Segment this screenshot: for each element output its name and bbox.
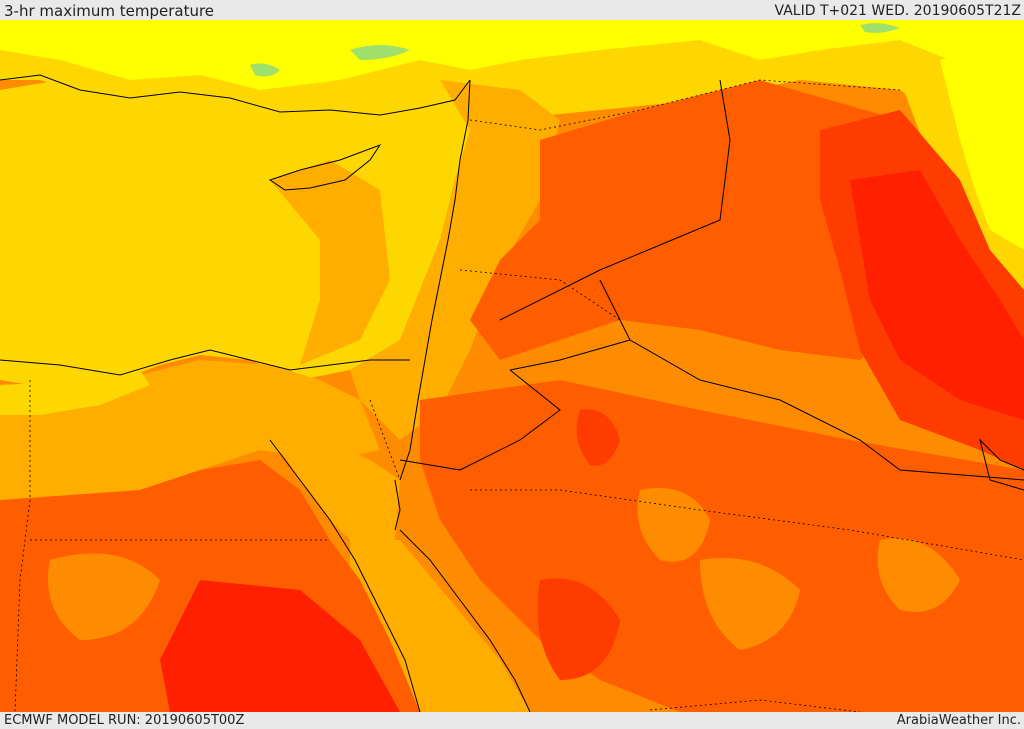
border-egypt-libya	[14, 380, 31, 712]
map-header: 3-hr maximum temperature VALID T+021 WED…	[0, 2, 1024, 20]
green-patch-2	[350, 45, 410, 60]
credit-label: ArabiaWeather Inc.	[896, 713, 1021, 728]
border-jordan-east	[459, 369, 561, 471]
arabia-red-patch	[537, 578, 620, 680]
turkey-coast	[0, 74, 471, 116]
solid-borders	[399, 79, 1024, 481]
cyprus-coast	[268, 143, 382, 191]
sea-amber-east	[270, 160, 390, 365]
border-israel-jordan	[399, 459, 461, 471]
egypt-coastline	[0, 349, 410, 376]
model-run-label: ECMWF MODEL RUN: 20190605T00Z	[4, 713, 245, 728]
mesopotamia-red-core	[850, 170, 1024, 420]
border-saudi-south	[470, 489, 1024, 561]
gulf-of-aqaba	[394, 479, 401, 531]
border-jordan-saudi	[509, 339, 631, 371]
levant-coast-zone	[350, 80, 560, 440]
map-footer: ECMWF MODEL RUN: 20190605T00Z ArabiaWeat…	[0, 712, 1024, 729]
country-borders	[14, 79, 1024, 712]
map-title: 3-hr maximum temperature	[4, 2, 215, 20]
persian-gulf-coast	[979, 438, 1024, 491]
sinai-amber-zone	[280, 420, 400, 550]
arabia-orange-patch-3	[877, 538, 960, 612]
hot-spot-jordan	[576, 409, 620, 466]
border-yemen	[649, 699, 861, 712]
sudan-red-core	[160, 580, 400, 712]
green-patch-3	[860, 23, 900, 33]
valid-time: VALID T+021 WED. 20190605T21Z	[774, 3, 1021, 19]
border-sinai	[369, 399, 401, 481]
red-sea-east-coast	[399, 529, 531, 712]
zagros-bright-zone	[940, 40, 1024, 250]
coastlines	[0, 74, 1024, 712]
temperature-map[interactable]	[0, 20, 1024, 712]
border-syria-jordan	[459, 269, 621, 321]
green-patch-1	[250, 63, 280, 77]
red-sea-west-coast	[269, 439, 421, 712]
levant-coastline	[399, 79, 471, 481]
sudan-orange-patch	[48, 553, 160, 640]
arabia-orange-patch-2	[700, 558, 800, 650]
arabia-orange-patch-1	[637, 488, 710, 562]
red-sea-zone	[350, 540, 530, 712]
syria-iraq-hot-zone	[470, 80, 920, 360]
border-iraq-syria	[499, 79, 731, 321]
egypt-gold-strip	[0, 370, 150, 415]
